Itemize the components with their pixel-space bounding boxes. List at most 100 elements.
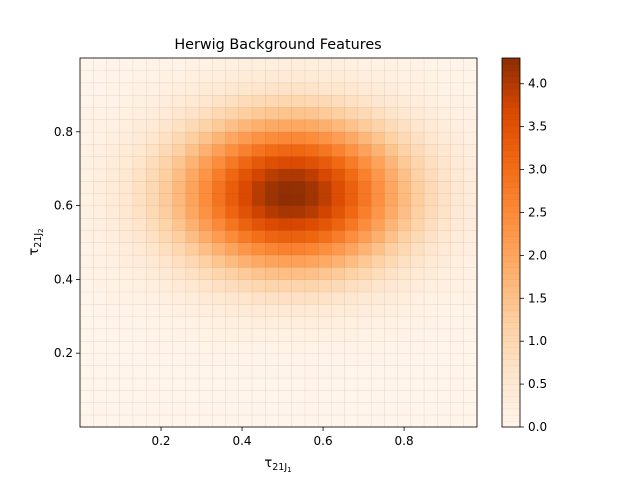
heatmap-cell: [304, 193, 319, 207]
heatmap-cell: [198, 303, 213, 317]
heatmap-cell: [265, 402, 279, 416]
heatmap-cell: [318, 168, 332, 182]
heatmap-cell: [463, 316, 478, 330]
heatmap-cell: [397, 279, 412, 293]
heatmap-cell: [384, 131, 399, 145]
heatmap-cell: [410, 205, 425, 219]
heatmap-cell: [370, 193, 385, 207]
heatmap-cell: [119, 316, 134, 330]
heatmap-cell: [344, 106, 359, 120]
heatmap-cell: [344, 402, 359, 416]
heatmap-cell: [278, 389, 293, 403]
heatmap-cell: [370, 266, 385, 280]
heatmap-cell: [397, 180, 412, 194]
colorbar-segment: [501, 137, 521, 145]
heatmap-cell: [384, 70, 399, 84]
colorbar-segment: [501, 273, 521, 280]
heatmap-cell: [397, 57, 412, 71]
heatmap-cell: [119, 156, 134, 170]
heatmap-cell: [384, 168, 399, 182]
heatmap-cell: [357, 340, 372, 354]
heatmap-cell: [450, 353, 465, 367]
heatmap-cell: [437, 156, 452, 170]
colorbar-segment: [501, 180, 521, 188]
heatmap-cell: [119, 402, 134, 416]
heatmap-cell: [278, 242, 293, 256]
heatmap-cell: [318, 106, 332, 120]
heatmap-cell: [145, 266, 160, 280]
heatmap-cell: [198, 242, 213, 256]
heatmap-cell: [251, 217, 266, 231]
heatmap-cell: [93, 94, 107, 108]
colorbar-segment: [501, 205, 521, 213]
y-tick-label: 0.4: [54, 272, 73, 286]
heatmap-cell: [159, 414, 174, 428]
heatmap-cell: [212, 180, 227, 194]
heatmap-cell: [238, 82, 253, 96]
heatmap-cell: [106, 205, 121, 219]
heatmap-cell: [238, 168, 253, 182]
heatmap-cell: [331, 266, 346, 280]
heatmap-cell: [357, 377, 372, 391]
heatmap-cell: [423, 377, 438, 391]
heatmap-cell: [251, 414, 266, 428]
heatmap-cell: [278, 266, 293, 280]
heatmap-cell: [251, 340, 266, 354]
heatmap-cell: [463, 340, 478, 354]
heatmap-cell: [384, 414, 399, 428]
heatmap-cell: [384, 353, 399, 367]
heatmap-cell: [225, 266, 240, 280]
heatmap-cell: [185, 70, 200, 84]
heatmap-cell: [265, 254, 279, 268]
heatmap-cell: [159, 365, 174, 379]
heatmap-cell: [437, 328, 452, 342]
heatmap-cell: [384, 217, 399, 231]
heatmap-cell: [132, 131, 147, 145]
heatmap-cell: [198, 229, 213, 243]
heatmap-cell: [463, 279, 478, 293]
heatmap-cell: [172, 106, 187, 120]
heatmap-cell: [198, 205, 213, 219]
heatmap-cell: [397, 291, 412, 305]
colorbar-segment: [501, 408, 521, 416]
heatmap-cell: [357, 131, 372, 145]
colorbar-segment: [501, 94, 521, 102]
heatmap-cell: [331, 57, 346, 71]
heatmap-cell: [304, 119, 319, 133]
heatmap-cell: [450, 205, 465, 219]
heatmap-cell: [79, 291, 94, 305]
heatmap-cell: [423, 279, 438, 293]
heatmap-cell: [185, 414, 200, 428]
colorbar-segment: [501, 107, 521, 114]
heatmap-cell: [291, 119, 306, 133]
heatmap-cell: [357, 279, 372, 293]
heatmap-cell: [238, 254, 253, 268]
heatmap-cell: [265, 279, 279, 293]
colorbar-segment: [501, 131, 521, 139]
heatmap-cell: [106, 242, 121, 256]
heatmap-cell: [225, 414, 240, 428]
heatmap-cell: [410, 254, 425, 268]
heatmap-cell: [450, 193, 465, 207]
colorbar-segment: [501, 242, 521, 250]
heatmap-cell: [251, 254, 266, 268]
heatmap-cell: [318, 414, 332, 428]
heatmap-cell: [185, 217, 200, 231]
heatmap-cell: [265, 414, 279, 428]
heatmap-cell: [397, 205, 412, 219]
heatmap-cell: [132, 143, 147, 157]
colorbar-segment: [501, 217, 521, 225]
heatmap-cell: [79, 205, 94, 219]
heatmap-cell: [119, 193, 134, 207]
heatmap-cell: [265, 180, 279, 194]
heatmap-cell: [357, 205, 372, 219]
heatmap-cell: [278, 217, 293, 231]
heatmap-cell: [450, 303, 465, 317]
heatmap-cell: [132, 168, 147, 182]
heatmap-cell: [198, 414, 213, 428]
heatmap-cell: [132, 377, 147, 391]
heatmap-cell: [106, 402, 121, 416]
heatmap-cell: [79, 365, 94, 379]
heatmap-cell: [370, 57, 385, 71]
heatmap-cell: [437, 143, 452, 157]
